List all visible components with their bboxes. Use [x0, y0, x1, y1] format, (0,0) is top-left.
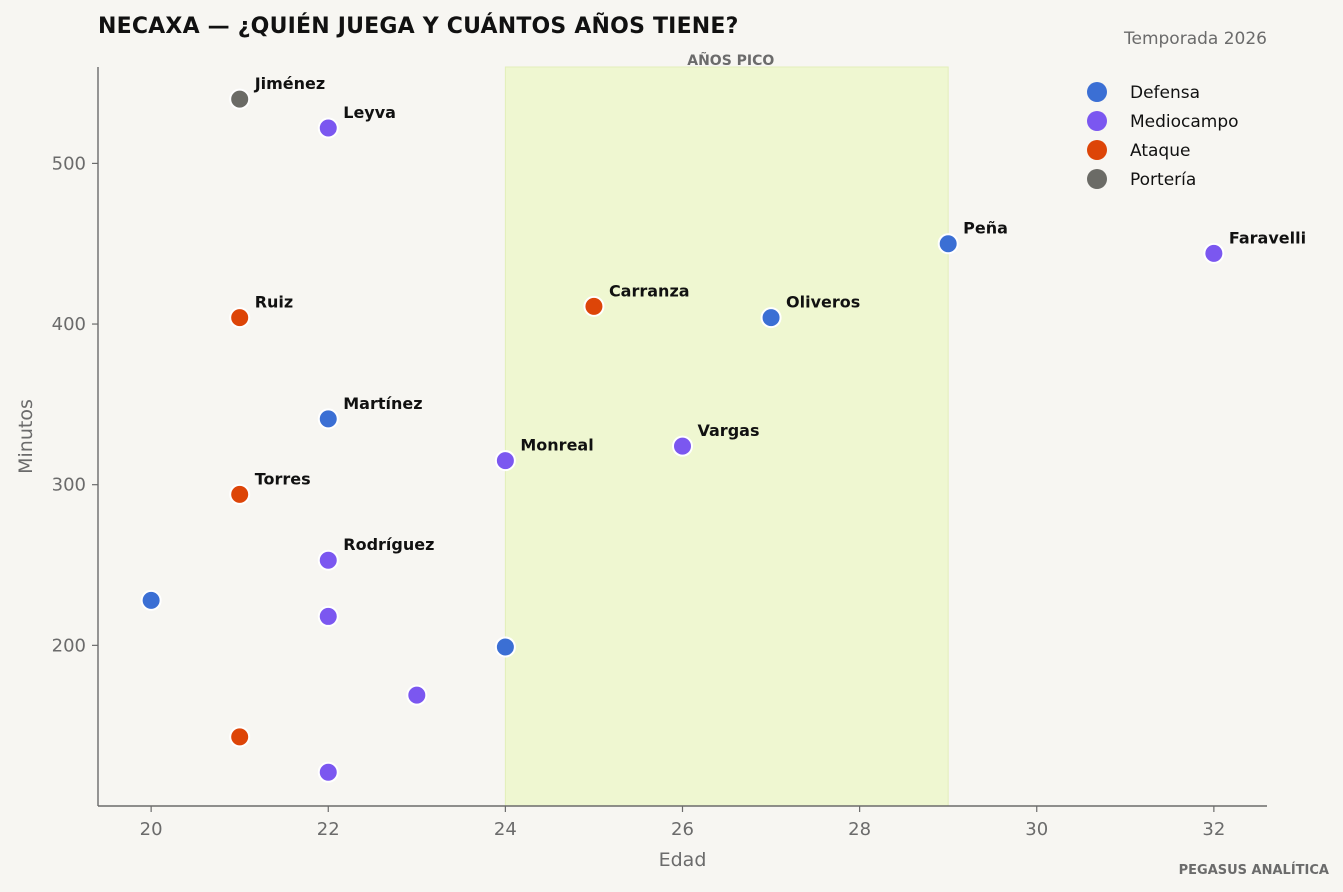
point-label: Martínez — [343, 394, 422, 413]
x-tick-label: 30 — [1025, 819, 1048, 840]
point-label: Peña — [963, 219, 1008, 238]
data-point — [494, 450, 516, 472]
data-point — [1203, 242, 1225, 264]
legend-marker — [1087, 82, 1107, 102]
y-tick-label: 500 — [52, 153, 86, 174]
point-label: Carranza — [609, 281, 690, 300]
x-tick-label: 22 — [317, 819, 340, 840]
legend-marker — [1087, 140, 1107, 160]
chart-title: NECAXA — ¿QUIÉN JUEGA Y CUÁNTOS AÑOS TIE… — [98, 14, 739, 39]
data-point — [229, 88, 251, 110]
point-label: Vargas — [698, 421, 760, 440]
point-label: Leyva — [343, 103, 396, 122]
legend-entry: Ataque — [1130, 141, 1190, 161]
data-point — [317, 408, 339, 430]
data-point — [317, 549, 339, 571]
data-point — [317, 605, 339, 627]
legend-marker — [1087, 169, 1107, 189]
data-point — [317, 117, 339, 139]
data-point — [317, 761, 339, 783]
data-point — [229, 307, 251, 329]
y-tick-label: 400 — [52, 314, 86, 335]
legend-marker — [1087, 111, 1107, 131]
data-point — [494, 636, 516, 658]
y-tick-label: 200 — [52, 635, 86, 656]
peak-years-band — [504, 66, 949, 807]
point-label: Jiménez — [254, 74, 326, 93]
point-label: Ruiz — [255, 293, 294, 312]
legend-entry: Defensa — [1130, 83, 1200, 103]
x-tick-label: 26 — [671, 819, 694, 840]
x-tick-label: 28 — [848, 819, 871, 840]
data-point — [937, 233, 959, 255]
point-label: Monreal — [520, 436, 593, 455]
data-point — [229, 483, 251, 505]
y-axis-label: Minutos — [15, 399, 37, 474]
legend-entry: Mediocampo — [1130, 112, 1239, 132]
y-tick-label: 300 — [52, 475, 86, 496]
x-tick-label: 32 — [1202, 819, 1225, 840]
point-label: Oliveros — [786, 293, 860, 312]
point-label: Torres — [255, 469, 311, 488]
data-point — [760, 307, 782, 329]
x-tick-label: 24 — [494, 819, 517, 840]
peak-years-label: AÑOS PICO — [687, 52, 774, 69]
data-point — [583, 295, 605, 317]
data-point — [140, 589, 162, 611]
point-label: Faravelli — [1229, 228, 1306, 247]
x-axis-label: Edad — [659, 849, 707, 871]
legend-entry: Portería — [1130, 170, 1196, 190]
brand-credit: PEGASUS ANALÍTICA — [1178, 863, 1329, 878]
data-point — [672, 435, 693, 457]
data-point — [229, 726, 251, 748]
point-label: Rodríguez — [343, 535, 434, 554]
x-tick-label: 20 — [140, 819, 163, 840]
chart-subtitle: Temporada 2026 — [1124, 29, 1267, 49]
data-point — [406, 684, 428, 706]
